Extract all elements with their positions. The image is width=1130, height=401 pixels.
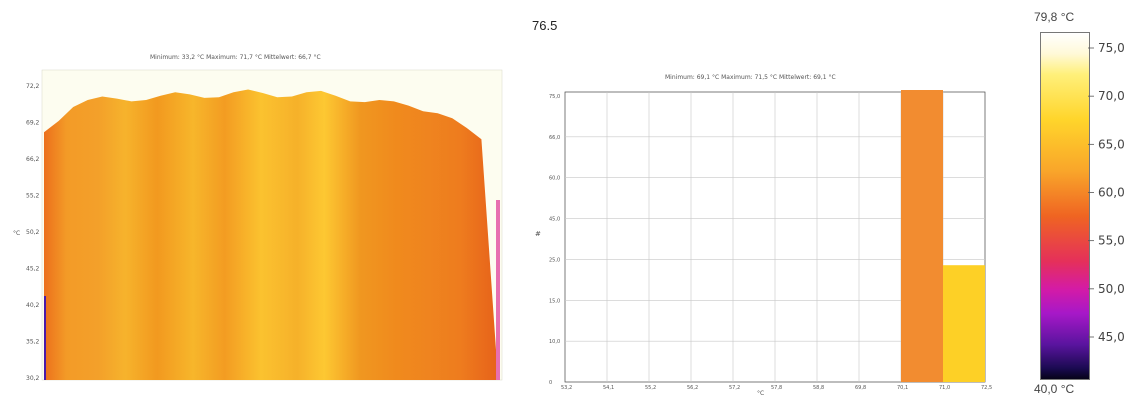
color-scale-tick-label: 65,0 — [1098, 137, 1125, 151]
color-scale-ticks: 75,0 70,0 65,0 60,0 55,0 50,0 45,0 — [1088, 41, 1125, 344]
histogram-y-tick: 15,0 — [549, 298, 560, 304]
profile-area — [44, 89, 496, 380]
histogram-x-tick: 70,1 — [897, 385, 908, 391]
header-value: 76.5 — [532, 18, 558, 33]
color-scale: 79,8 °C 75,0 70,0 65,0 60,0 55,0 50,0 45,0 40,… — [1020, 0, 1130, 401]
histogram-bar — [901, 90, 943, 382]
profile-y-tick: 72,2 — [26, 83, 40, 90]
histogram-y-axis-label: # — [535, 230, 541, 238]
histogram-chart: Minimum: 69,1 °C Maximum: 71,5 °C Mittel… — [525, 68, 995, 401]
profile-y-tick: 40,2 — [26, 302, 40, 309]
histogram-x-tick: 58,8 — [813, 385, 824, 391]
histogram-x-tick: 69,8 — [855, 385, 866, 391]
histogram-x-tick: 55,2 — [645, 385, 656, 391]
histogram-chart-title: Minimum: 69,1 °C Maximum: 71,5 °C Mittel… — [665, 74, 836, 81]
color-scale-tick-label: 75,0 — [1098, 41, 1125, 55]
color-scale-max-label: 79,8 °C — [1034, 10, 1075, 24]
color-scale-tick-label: 60,0 — [1098, 186, 1125, 200]
color-scale-tick-label: 50,0 — [1098, 282, 1125, 296]
color-scale-tick-label: 45,0 — [1098, 330, 1125, 344]
profile-chart-title: Minimum: 33,2 °C Maximum: 71,7 °C Mittel… — [150, 54, 321, 61]
histogram-y-tick: 66,0 — [549, 135, 560, 141]
profile-y-axis-label: °C — [13, 230, 20, 237]
histogram-y-tick: 10,0 — [549, 339, 560, 345]
histogram-y-tick: 60,0 — [549, 176, 560, 182]
histogram-x-tick: 53,2 — [561, 385, 572, 391]
profile-y-tick: 66,2 — [26, 156, 40, 163]
profile-left-band — [44, 296, 46, 380]
profile-chart: Minimum: 33,2 °C Maximum: 71,7 °C Mittel… — [0, 50, 510, 390]
profile-y-tick: 30,2 — [26, 375, 40, 382]
color-scale-bar — [1040, 32, 1090, 380]
profile-y-tick: 69,2 — [26, 120, 40, 127]
histogram-x-tick: 57,2 — [729, 385, 740, 391]
color-scale-tick-label: 55,0 — [1098, 234, 1125, 248]
color-scale-min-label: 40,0 °C — [1034, 382, 1075, 396]
profile-chart-svg: 72,2 69,2 66,2 55,2 50,2 45,2 40,2 35,2 30,2 °C — [13, 69, 503, 382]
profile-y-tick: 35,2 — [26, 339, 40, 346]
histogram-x-tick: 56,2 — [687, 385, 698, 391]
histogram-y-tick: 75,0 — [549, 94, 560, 100]
histogram-x-tick: 57,8 — [771, 385, 782, 391]
profile-y-tick: 50,2 — [26, 229, 40, 236]
histogram-y-tick: 0 — [549, 380, 552, 386]
histogram-x-axis-label: °C — [757, 390, 764, 397]
profile-edge-band — [496, 200, 500, 380]
histogram-x-tick: 54,1 — [603, 385, 614, 391]
histogram-y-tick: 45,0 — [549, 217, 560, 223]
histogram-y-tick: 25,0 — [549, 257, 560, 263]
histogram-bar — [943, 265, 985, 382]
color-scale-tick-label: 70,0 — [1098, 89, 1125, 103]
profile-y-tick: 55,2 — [26, 193, 40, 200]
histogram-x-tick: 72,5 — [981, 385, 992, 391]
histogram-x-tick: 71,0 — [939, 385, 950, 391]
profile-y-tick: 45,2 — [26, 266, 40, 273]
histogram-chart-svg: 53,2 54,1 55,2 56,2 57,2 57,8 58,8 69,8 70,1 71,0… — [535, 90, 992, 397]
